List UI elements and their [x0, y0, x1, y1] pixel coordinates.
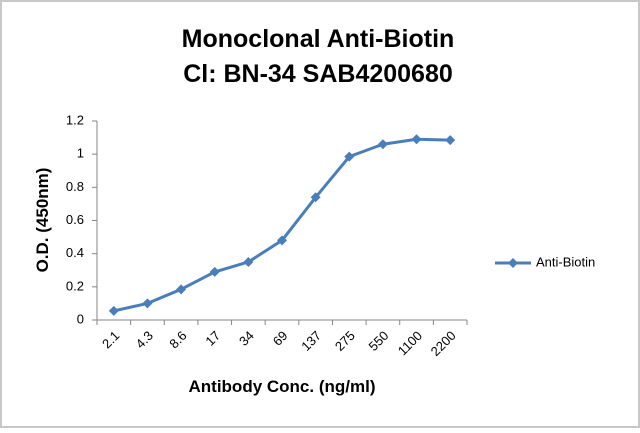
x-axis-title: Antibody Conc. (ng/ml) [189, 377, 376, 396]
y-axis-title: O.D. (450nm) [33, 168, 52, 273]
chart-subtitle: Cl: BN-34 SAB4200680 [183, 60, 453, 88]
data-point [310, 192, 321, 203]
data-point [142, 298, 153, 309]
data-point [209, 266, 220, 277]
legend-label: Anti-Biotin [536, 254, 595, 269]
data-point [344, 151, 355, 162]
data-point [377, 139, 388, 150]
data-point [243, 256, 254, 267]
legend-marker [508, 258, 518, 268]
data-point [445, 135, 456, 146]
y-tick-label: 1.2 [66, 112, 84, 127]
y-tick-label: 0.6 [66, 212, 84, 227]
data-point [176, 284, 187, 295]
y-tick-label: 0.4 [66, 245, 84, 260]
y-tick-label: 0 [77, 311, 84, 326]
y-tick-label: 0.2 [66, 278, 84, 293]
data-point [108, 305, 119, 316]
data-point [411, 134, 422, 145]
chart-title: Monoclonal Anti-Biotin [182, 25, 455, 53]
y-tick-label: 0.8 [66, 179, 84, 194]
data-point [277, 235, 287, 246]
y-tick-label: 1 [77, 146, 84, 161]
